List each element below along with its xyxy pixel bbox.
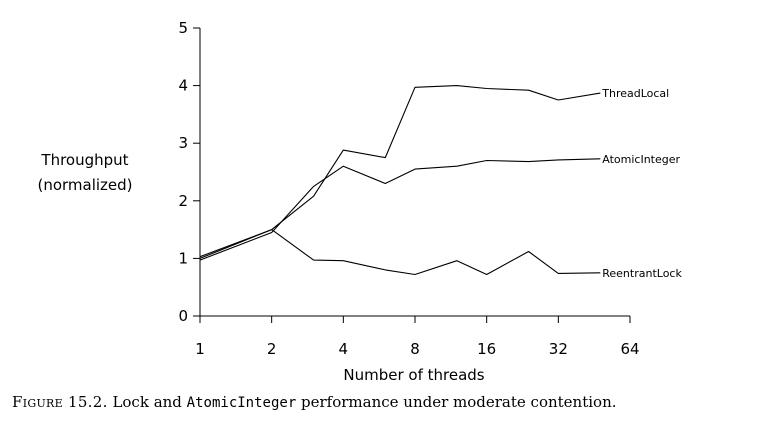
x-tick-label: 64 [620, 340, 639, 358]
x-axis: 1 2 4 8 16 32 64 [195, 315, 640, 358]
y-tick-label: 3 [178, 134, 188, 152]
series-label-ReentrantLock: ReentrantLock [602, 267, 682, 280]
caption-text-after: performance under moderate contention. [296, 393, 617, 411]
x-tick-label: 1 [195, 340, 205, 358]
series-label-AtomicInteger: AtomicInteger [602, 153, 680, 166]
caption-figure-number: Figure 15.2. [12, 393, 108, 411]
caption-text-before: Lock and [107, 393, 187, 411]
x-tick-label: 16 [477, 340, 496, 358]
series-line-ReentrantLock [199, 229, 601, 276]
y-tick-label: 5 [178, 19, 188, 37]
figure-caption: Figure 15.2. Lock and AtomicInteger perf… [12, 393, 767, 411]
y-axis-title-line-2: (normalized) [37, 176, 132, 194]
caption-code: AtomicInteger [186, 395, 297, 411]
series-labels: ThreadLocal AtomicInteger ReentrantLock [601, 87, 682, 280]
x-axis-title: Number of threads [343, 366, 484, 384]
y-axis-title-line-1: Throughput [40, 151, 128, 169]
y-tick-label: 1 [178, 249, 188, 267]
y-tick-label: 4 [178, 77, 188, 95]
y-axis: 0 1 2 3 4 5 [178, 19, 201, 325]
series-line-ThreadLocal [199, 85, 601, 258]
x-tick-label: 8 [410, 340, 420, 358]
series-line-AtomicInteger [199, 158, 601, 261]
x-tick-label: 32 [549, 340, 568, 358]
series-lines [199, 85, 601, 276]
series-label-ThreadLocal: ThreadLocal [601, 87, 669, 100]
y-tick-label: 2 [178, 192, 188, 210]
x-tick-label: 4 [339, 340, 349, 358]
y-tick-label: 0 [178, 307, 188, 325]
x-tick-label: 2 [267, 340, 277, 358]
